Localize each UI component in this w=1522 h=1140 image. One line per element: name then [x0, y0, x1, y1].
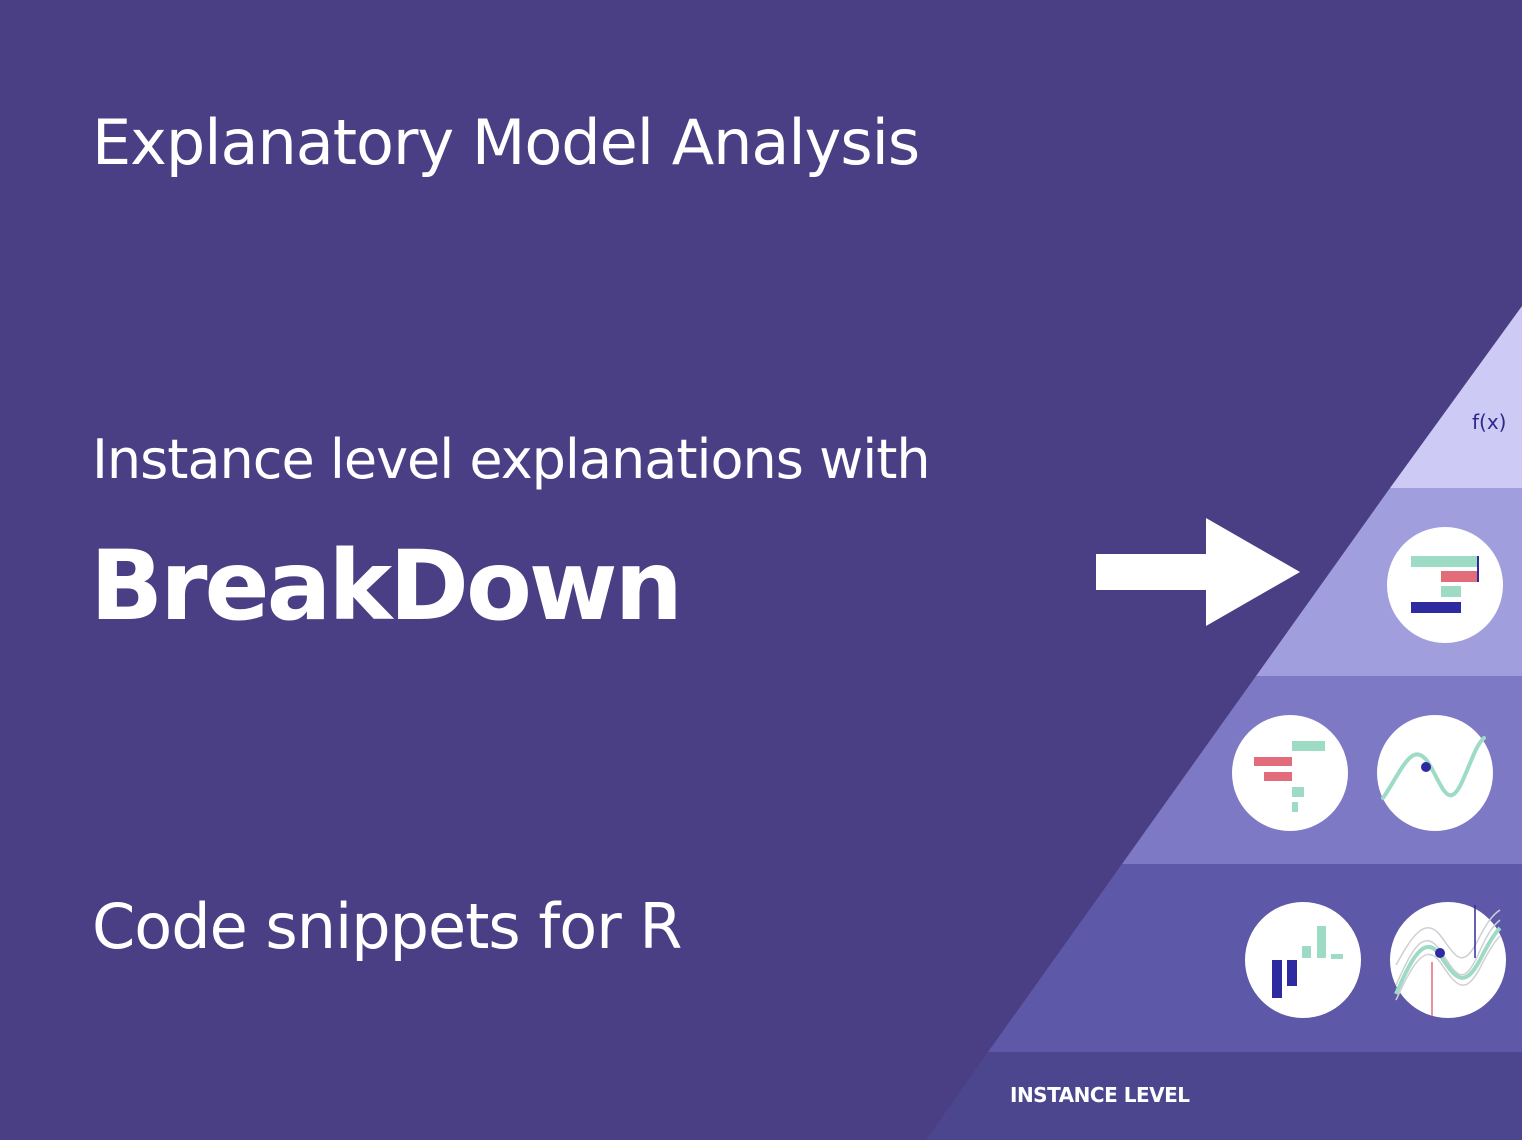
code-snippets-label: Code snippets for R: [92, 890, 682, 963]
page-title: Explanatory Model Analysis: [92, 106, 920, 179]
subtitle: Instance level explanations with: [92, 428, 931, 491]
ceteris-paribus-icon: [1377, 715, 1493, 831]
ceteris-paribus-profiles-icon: [1390, 902, 1506, 1018]
pyramid-tier-base: [926, 1052, 1522, 1140]
pyramid-top-label: f(x): [1472, 410, 1507, 434]
shap-icon: [1232, 715, 1348, 831]
headline-breakdown: BreakDown: [90, 530, 683, 642]
break-down-icon: [1387, 527, 1503, 643]
instance-level-label: INSTANCE LEVEL: [1010, 1083, 1190, 1107]
pointer-arrow: [1096, 518, 1300, 626]
pyramid-tier-top: [1390, 306, 1522, 488]
variable-importance-icon: [1245, 902, 1361, 1018]
